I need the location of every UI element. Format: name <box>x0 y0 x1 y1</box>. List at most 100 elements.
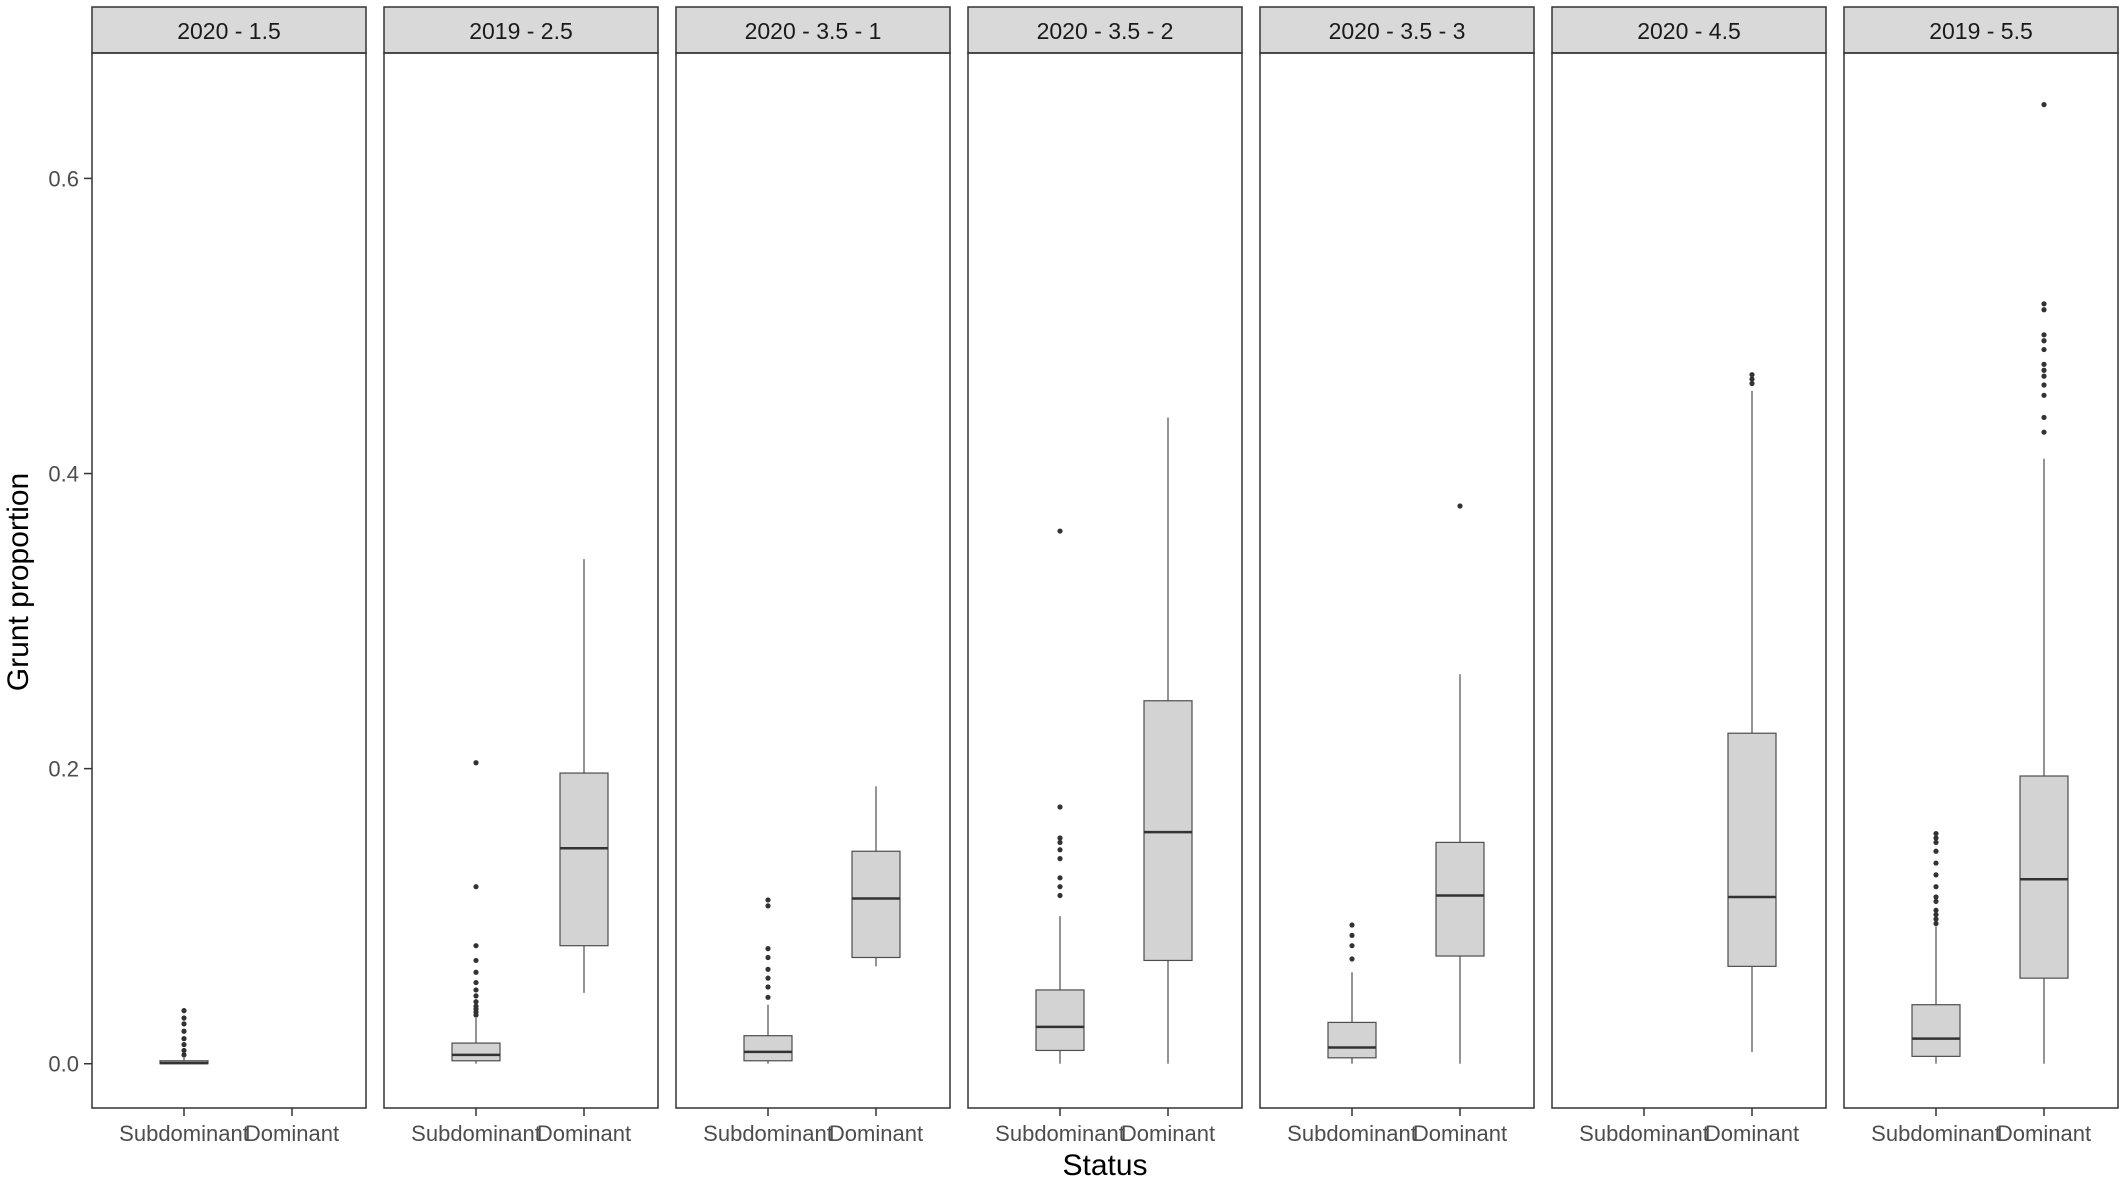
facet-strip-label: 2020 - 4.5 <box>1637 18 1741 44</box>
outlier-point <box>1933 898 1939 905</box>
outlier-point <box>1749 376 1755 382</box>
outlier-point <box>1057 528 1063 534</box>
iqr-box <box>1327 1021 1377 1059</box>
boxplot-subdominant <box>159 1008 209 1065</box>
outlier-point <box>765 975 771 981</box>
outlier-point <box>181 1008 187 1014</box>
outlier-point <box>181 1041 187 1048</box>
outlier-point <box>765 954 771 961</box>
facet-strip <box>1843 6 2119 54</box>
outlier-point <box>765 897 771 903</box>
outlier-point <box>181 1047 187 1054</box>
facet-strip <box>675 6 951 54</box>
iqr-box <box>1727 732 1777 967</box>
y-tick-label: 0.6 <box>48 166 79 191</box>
boxplot-dominant <box>1143 417 1193 1064</box>
outlier-point <box>1933 830 1939 837</box>
x-tick-label: Subdominant <box>703 1121 833 1146</box>
outlier-point <box>1057 847 1063 853</box>
outlier-point <box>2041 332 2047 338</box>
boxplot-subdominant <box>1911 830 1961 1064</box>
outlier-point <box>181 1036 187 1042</box>
outlier-point <box>765 984 771 990</box>
x-tick-label: Subdominant <box>1287 1121 1417 1146</box>
iqr-box <box>1435 841 1485 957</box>
iqr-box <box>743 1035 793 1062</box>
facet-strip <box>1551 6 1827 54</box>
outlier-point <box>473 884 479 890</box>
panel-border <box>675 52 951 1109</box>
outlier-point <box>2041 102 2047 108</box>
x-tick-label: Dominant <box>829 1121 923 1146</box>
x-axis-title: Status <box>1062 1149 1147 1182</box>
outlier-point <box>2041 346 2047 353</box>
outlier-point <box>1933 912 1939 918</box>
iqr-box <box>559 772 609 947</box>
outlier-point <box>1057 856 1063 862</box>
outlier-point <box>2041 367 2047 373</box>
iqr-box <box>851 850 901 959</box>
outlier-point <box>181 1028 187 1034</box>
outlier-point <box>1933 848 1939 854</box>
facet-strip <box>91 6 367 54</box>
outlier-point <box>2041 361 2047 367</box>
facet-strip <box>967 6 1243 54</box>
y-tick-label: 0.2 <box>48 757 79 782</box>
outlier-point <box>1933 860 1939 866</box>
outlier-point <box>181 1015 187 1021</box>
x-tick-label: Subdominant <box>119 1121 249 1146</box>
panel-border <box>91 52 367 1109</box>
outlier-point <box>1057 835 1063 841</box>
outlier-point <box>1933 920 1939 927</box>
outlier-point <box>473 1003 479 1009</box>
x-tick-label: Subdominant <box>995 1121 1125 1146</box>
outlier-point <box>1349 922 1355 928</box>
outlier-point <box>2041 338 2047 344</box>
iqr-box <box>451 1042 501 1062</box>
outlier-point <box>2041 392 2047 398</box>
outlier-point <box>473 957 479 964</box>
y-tick-label: 0.4 <box>48 462 79 487</box>
y-tick-label: 0.0 <box>48 1052 79 1077</box>
outlier-point <box>2041 301 2047 307</box>
outlier-point <box>473 943 479 949</box>
outlier-point <box>1057 884 1063 890</box>
x-tick-label: Dominant <box>537 1121 631 1146</box>
outlier-point <box>1933 839 1939 846</box>
outlier-point <box>473 993 479 999</box>
facet-strip-label: 2020 - 3.5 - 3 <box>1329 18 1466 44</box>
outlier-point <box>473 979 479 986</box>
x-tick-label: Subdominant <box>1579 1121 1709 1146</box>
outlier-point <box>1749 372 1755 378</box>
outlier-point <box>1057 804 1063 810</box>
x-tick-label: Dominant <box>1997 1121 2091 1146</box>
outlier-point <box>1749 380 1755 387</box>
outlier-point <box>765 903 771 909</box>
boxplot-dominant <box>1435 503 1485 1064</box>
outlier-point <box>1057 839 1063 846</box>
facet-strip-label: 2020 - 1.5 <box>177 18 281 44</box>
boxplot-subdominant <box>1327 922 1377 1064</box>
x-tick-label: Subdominant <box>1871 1121 2001 1146</box>
outlier-point <box>2041 307 2047 313</box>
iqr-box <box>1911 1004 1961 1057</box>
facet-strip-label: 2020 - 3.5 - 2 <box>1037 18 1174 44</box>
outlier-point <box>2041 382 2047 388</box>
boxplot-dominant <box>2019 102 2069 1064</box>
facet-strip-label: 2019 - 5.5 <box>1929 18 2033 44</box>
boxplot-subdominant <box>743 897 793 1064</box>
outlier-point <box>1349 943 1355 949</box>
outlier-point <box>473 987 479 993</box>
outlier-point <box>1349 932 1355 938</box>
outlier-point <box>181 1021 187 1027</box>
x-tick-label: Dominant <box>1705 1121 1799 1146</box>
outlier-point <box>473 760 479 766</box>
iqr-box <box>1035 989 1085 1052</box>
x-tick-label: Dominant <box>245 1121 339 1146</box>
